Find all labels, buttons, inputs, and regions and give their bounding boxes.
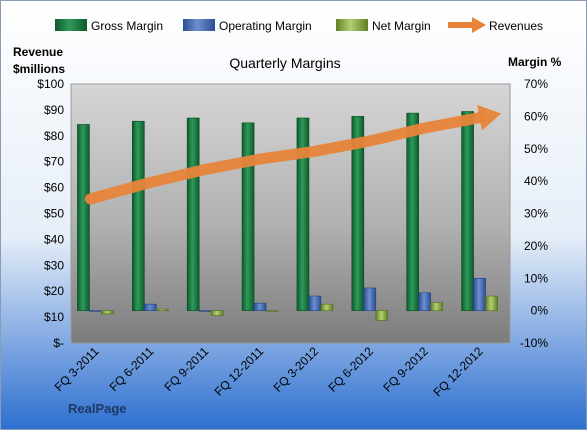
right-tick-label: 60% xyxy=(524,109,548,123)
left-tick-label: $30 xyxy=(44,258,64,272)
operating-margin-bar xyxy=(473,277,486,311)
right-axis-ticks: -10% 0% 10% 20% 30% 40% 50% 60% 70% xyxy=(520,77,548,350)
legend-label-operating-margin: Operating Margin xyxy=(219,19,312,33)
right-tick-label: 70% xyxy=(524,77,548,91)
gross-margin-bar xyxy=(132,120,145,311)
operating-margin-bar xyxy=(144,303,157,311)
left-tick-label: $10 xyxy=(44,310,64,324)
right-tick-label: 40% xyxy=(524,174,548,188)
net-margin-bar xyxy=(156,308,169,311)
right-tick-label: 30% xyxy=(524,207,548,221)
legend-swatch-revenues-arrowhead xyxy=(472,17,486,33)
operating-margin-bar xyxy=(363,287,377,311)
left-tick-label: $100 xyxy=(37,77,64,91)
left-tick-label: $50 xyxy=(44,207,64,221)
left-axis-title-line1: Revenue xyxy=(13,45,63,59)
left-tick-label: $90 xyxy=(44,103,64,117)
net-margin-bar xyxy=(320,303,334,311)
right-axis-title: Margin % xyxy=(508,55,562,69)
revenue-line xyxy=(84,112,486,205)
net-margin-bar xyxy=(485,295,498,311)
gross-margin-bar xyxy=(186,117,200,311)
gross-margin-bar xyxy=(241,122,255,311)
net-margin-bar xyxy=(265,310,279,312)
gross-margin-bar xyxy=(406,112,419,311)
left-tick-label: $- xyxy=(53,336,64,350)
net-margin-bar xyxy=(430,302,443,311)
net-margin-bar xyxy=(375,310,389,321)
operating-margin-bar xyxy=(253,302,267,311)
legend-swatch-net-margin xyxy=(336,19,368,31)
operating-margin-bar xyxy=(418,292,431,311)
net-margin-bar xyxy=(210,310,224,316)
left-tick-label: $80 xyxy=(44,129,64,143)
operating-margin-bar xyxy=(89,310,102,312)
legend: Gross Margin Operating Margin Net Margin… xyxy=(55,17,543,33)
right-tick-label: 50% xyxy=(524,142,548,156)
gross-margin-bar xyxy=(296,117,310,311)
left-tick-label: $60 xyxy=(44,181,64,195)
gross-margin-bar xyxy=(351,116,365,311)
right-tick-label: 20% xyxy=(524,239,548,253)
operating-margin-bar xyxy=(308,295,322,311)
legend-swatch-gross-margin xyxy=(55,19,87,31)
revenue-line-series xyxy=(84,104,502,205)
chart-title: Quarterly Margins xyxy=(229,55,340,71)
gross-margin-bar xyxy=(461,111,474,311)
legend-label-net-margin: Net Margin xyxy=(372,19,431,33)
right-tick-label: -10% xyxy=(520,336,548,350)
legend-label-gross-margin: Gross Margin xyxy=(91,19,163,33)
left-tick-label: $40 xyxy=(44,232,64,246)
left-axis-ticks: $- $10 $20 $30 $40 $50 $60 $70 $80 $90 $100 xyxy=(37,77,64,350)
left-tick-label: $70 xyxy=(44,155,64,169)
net-margin-bar xyxy=(101,310,114,315)
operating-margin-bar xyxy=(198,310,212,312)
left-axis-title-line2: $millions xyxy=(13,62,65,76)
legend-label-revenues: Revenues xyxy=(489,19,543,33)
legend-swatch-operating-margin xyxy=(183,19,215,31)
gross-margin-bar xyxy=(77,124,90,311)
right-tick-label: 0% xyxy=(531,304,549,318)
right-tick-label: 10% xyxy=(524,271,548,285)
bar-series xyxy=(77,111,498,321)
left-tick-label: $20 xyxy=(44,284,64,298)
company-name: RealPage xyxy=(68,401,127,416)
revenue-arrowhead xyxy=(477,104,502,131)
